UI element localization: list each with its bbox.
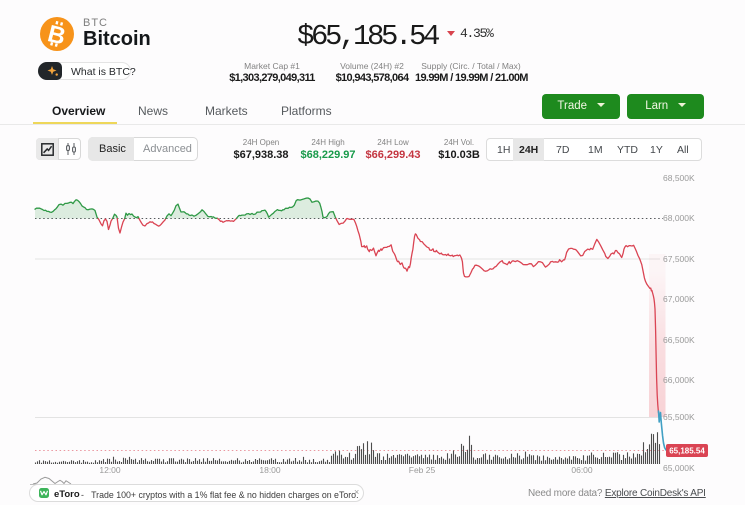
svg-text:67,000K: 67,000K: [663, 294, 695, 304]
svg-text:06:00: 06:00: [571, 465, 593, 475]
svg-text:68,500K: 68,500K: [663, 173, 695, 183]
svg-text:65,185.54: 65,185.54: [669, 447, 705, 456]
svg-text:12:00: 12:00: [99, 465, 121, 475]
svg-text:Feb 25: Feb 25: [409, 465, 436, 475]
svg-text:66,500K: 66,500K: [663, 335, 695, 345]
svg-text:65,500K: 65,500K: [663, 412, 695, 422]
svg-text:67,500K: 67,500K: [663, 254, 695, 264]
svg-text:68,000K: 68,000K: [663, 213, 695, 223]
svg-text:66,000K: 66,000K: [663, 375, 695, 385]
svg-text:65,000K: 65,000K: [663, 463, 695, 473]
svg-text:18:00: 18:00: [259, 465, 281, 475]
